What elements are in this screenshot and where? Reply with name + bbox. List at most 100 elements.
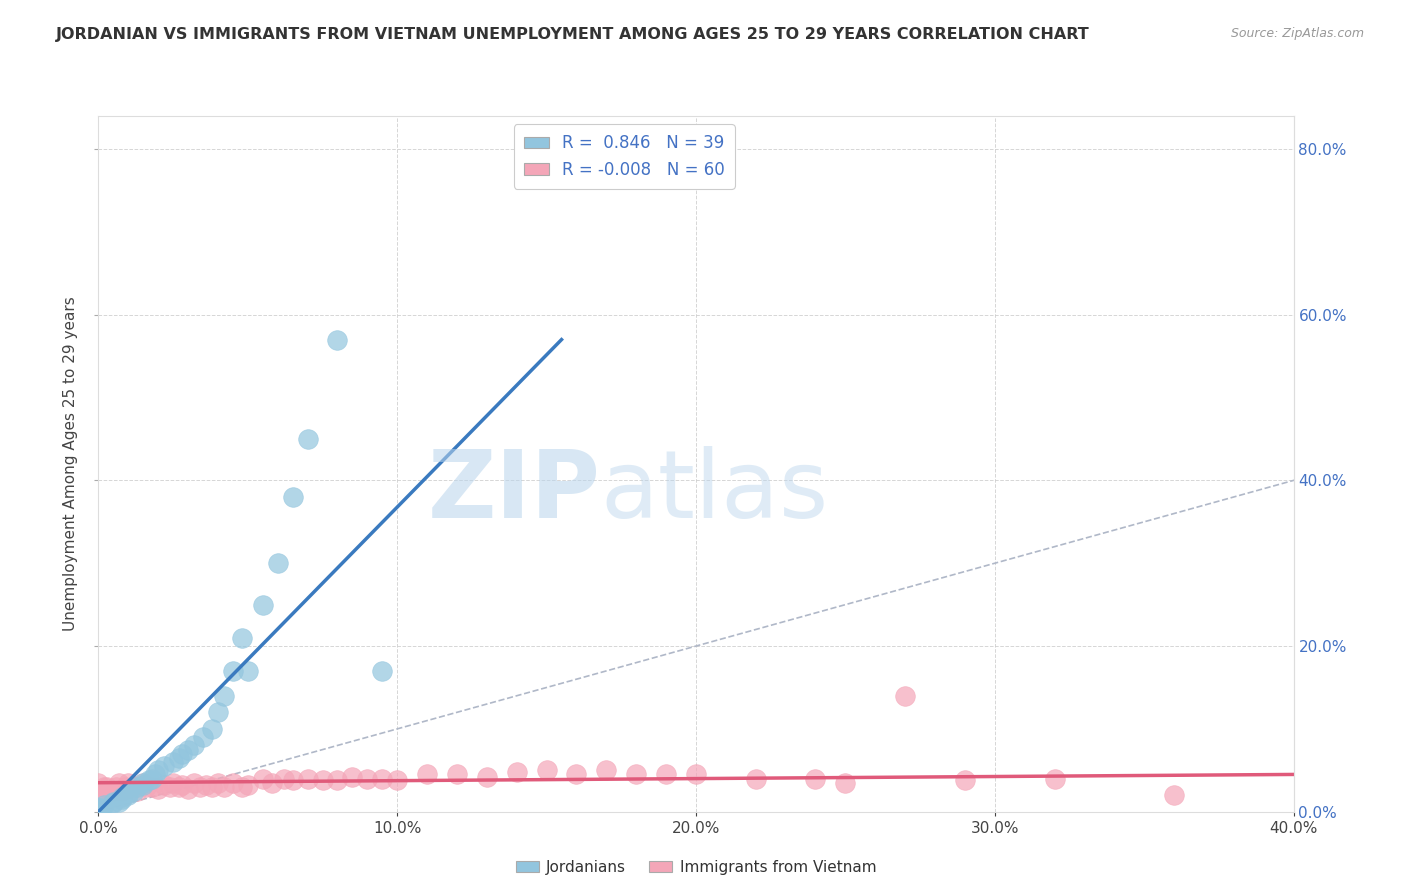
Point [222,664,245,678]
Point [177,742,200,756]
Point [1163,788,1185,802]
Point [195,778,218,792]
Point [804,772,827,786]
Point [655,767,678,781]
Point [252,772,274,786]
Point [87,803,110,817]
Point [685,767,707,781]
Point [93,780,115,794]
Point [201,780,224,794]
Point [105,780,128,794]
Point [162,755,184,769]
Point [565,767,588,781]
Point [90,800,112,814]
Point [127,784,149,798]
Point [111,789,134,804]
Point [177,781,200,796]
Point [111,784,134,798]
Point [117,775,139,790]
Text: JORDANIAN VS IMMIGRANTS FROM VIETNAM UNEMPLOYMENT AMONG AGES 25 TO 29 YEARS CORR: JORDANIAN VS IMMIGRANTS FROM VIETNAM UNE… [56,27,1090,42]
Point [159,780,181,794]
Point [745,772,768,786]
Point [595,764,617,778]
Point [201,722,224,736]
Point [127,780,149,794]
Point [135,780,157,794]
Point [267,556,290,570]
Point [132,778,155,792]
Legend: Jordanians, Immigrants from Vietnam: Jordanians, Immigrants from Vietnam [509,854,883,880]
Point [475,770,498,784]
Point [87,800,110,814]
Point [132,775,155,790]
Point [103,797,125,811]
Point [626,767,648,781]
Point [172,747,194,761]
Point [162,775,184,790]
Point [141,772,163,786]
Point [231,780,253,794]
Point [117,787,139,801]
Point [143,767,166,781]
Text: atlas: atlas [600,446,828,538]
Point [183,739,205,753]
Point [87,775,110,790]
Point [87,788,110,802]
Point [416,767,439,781]
Point [93,798,115,813]
Text: ZIP: ZIP [427,446,600,538]
Point [231,631,253,645]
Point [212,689,235,703]
Point [167,780,190,794]
Point [111,792,134,806]
Point [148,764,170,778]
Point [108,795,131,809]
Point [326,773,349,788]
Point [273,772,295,786]
Point [281,490,304,504]
Point [188,780,211,794]
Point [153,778,176,792]
Point [138,773,160,788]
Point [311,773,333,788]
Point [1043,772,1066,786]
Point [148,781,170,796]
Point [167,751,190,765]
Point [191,730,214,744]
Point [117,788,139,802]
Point [342,770,364,784]
Point [207,706,229,720]
Point [385,773,409,788]
Point [506,764,529,779]
Point [132,775,155,790]
Point [153,759,176,773]
Text: Source: ZipAtlas.com: Source: ZipAtlas.com [1230,27,1364,40]
Point [236,778,259,792]
Y-axis label: Unemployment Among Ages 25 to 29 years: Unemployment Among Ages 25 to 29 years [63,296,79,632]
Point [326,333,349,347]
Point [87,805,110,819]
Point [114,780,136,794]
Point [124,784,146,798]
Point [207,775,229,790]
Point [90,784,112,798]
Point [96,780,118,794]
Point [103,795,125,809]
Point [446,767,468,781]
Point [297,432,319,446]
Point [212,780,235,794]
Point [172,778,194,792]
Point [953,773,976,788]
Point [236,664,259,678]
Point [536,764,558,778]
Point [281,773,304,788]
Point [834,775,856,790]
Point [297,772,319,786]
Point [371,664,394,678]
Point [222,775,245,790]
Point [371,772,394,786]
Point [141,780,163,794]
Point [260,775,283,790]
Point [108,775,131,790]
Point [103,784,125,798]
